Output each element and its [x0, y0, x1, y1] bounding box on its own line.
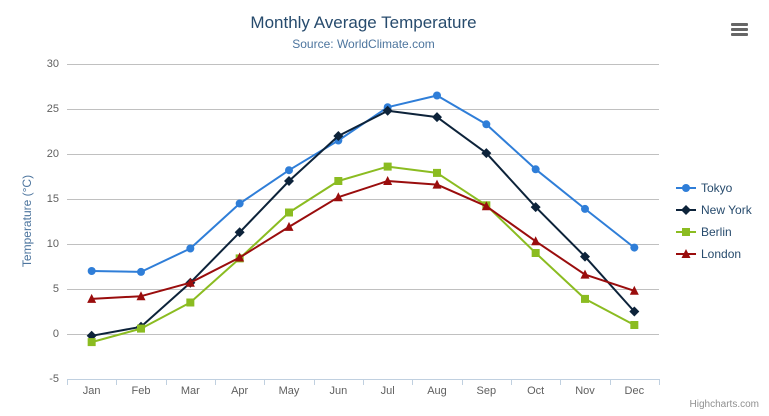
x-axis-label: Oct [527, 385, 545, 397]
x-axis-label: Apr [231, 385, 249, 397]
series-london[interactable] [87, 176, 639, 303]
legend-label: London [701, 247, 742, 261]
series-tokyo[interactable] [87, 91, 639, 276]
legend-marker-circle-icon [676, 184, 696, 192]
x-axis-label: Jan [82, 385, 101, 397]
y-axis-title: Temperature (°C) [20, 174, 34, 268]
legend-item-berlin[interactable]: Berlin [676, 221, 752, 243]
x-axis-label: May [278, 385, 300, 397]
y-axis-label: 15 [46, 193, 59, 205]
y-axis-label: 25 [46, 103, 59, 115]
x-axis-label: Feb [131, 385, 151, 397]
x-axis-label: Aug [427, 385, 447, 397]
gridlines [67, 64, 659, 380]
legend: Tokyo New York Berlin London [676, 177, 752, 265]
legend-marker-diamond-icon [676, 205, 696, 215]
series-new-york[interactable] [86, 105, 640, 341]
x-axis-label: Jul [380, 385, 395, 397]
chart-title: Monthly Average Temperature [250, 13, 477, 32]
y-axis-label: 0 [52, 328, 59, 340]
credits-link[interactable]: Highcharts.com [689, 399, 759, 410]
x-axis [67, 379, 660, 385]
x-axis-label: Dec [624, 385, 645, 397]
y-axis-label: 30 [46, 58, 59, 70]
legend-item-new-york[interactable]: New York [676, 199, 752, 221]
x-axis-label: Jun [329, 385, 348, 397]
y-axis-label: 10 [46, 238, 59, 250]
legend-item-tokyo[interactable]: Tokyo [676, 177, 752, 199]
legend-marker-triangle-icon [676, 249, 696, 258]
chart-subtitle: Source: WorldClimate.com [292, 37, 435, 51]
export-menu-button[interactable] [727, 18, 751, 40]
y-axis-label: -5 [49, 373, 59, 385]
legend-label: Tokyo [701, 181, 733, 195]
x-axis-label: Sep [476, 385, 497, 397]
legend-label: New York [701, 203, 752, 217]
legend-label: Berlin [701, 225, 732, 239]
legend-item-london[interactable]: London [676, 243, 752, 265]
hamburger-icon [730, 21, 748, 38]
legend-marker-square-icon [676, 228, 696, 236]
x-axis-label: Nov [575, 385, 595, 397]
y-axis-label: 5 [52, 283, 59, 295]
y-axis-label: 20 [46, 148, 59, 160]
x-axis-label: Mar [180, 385, 200, 397]
